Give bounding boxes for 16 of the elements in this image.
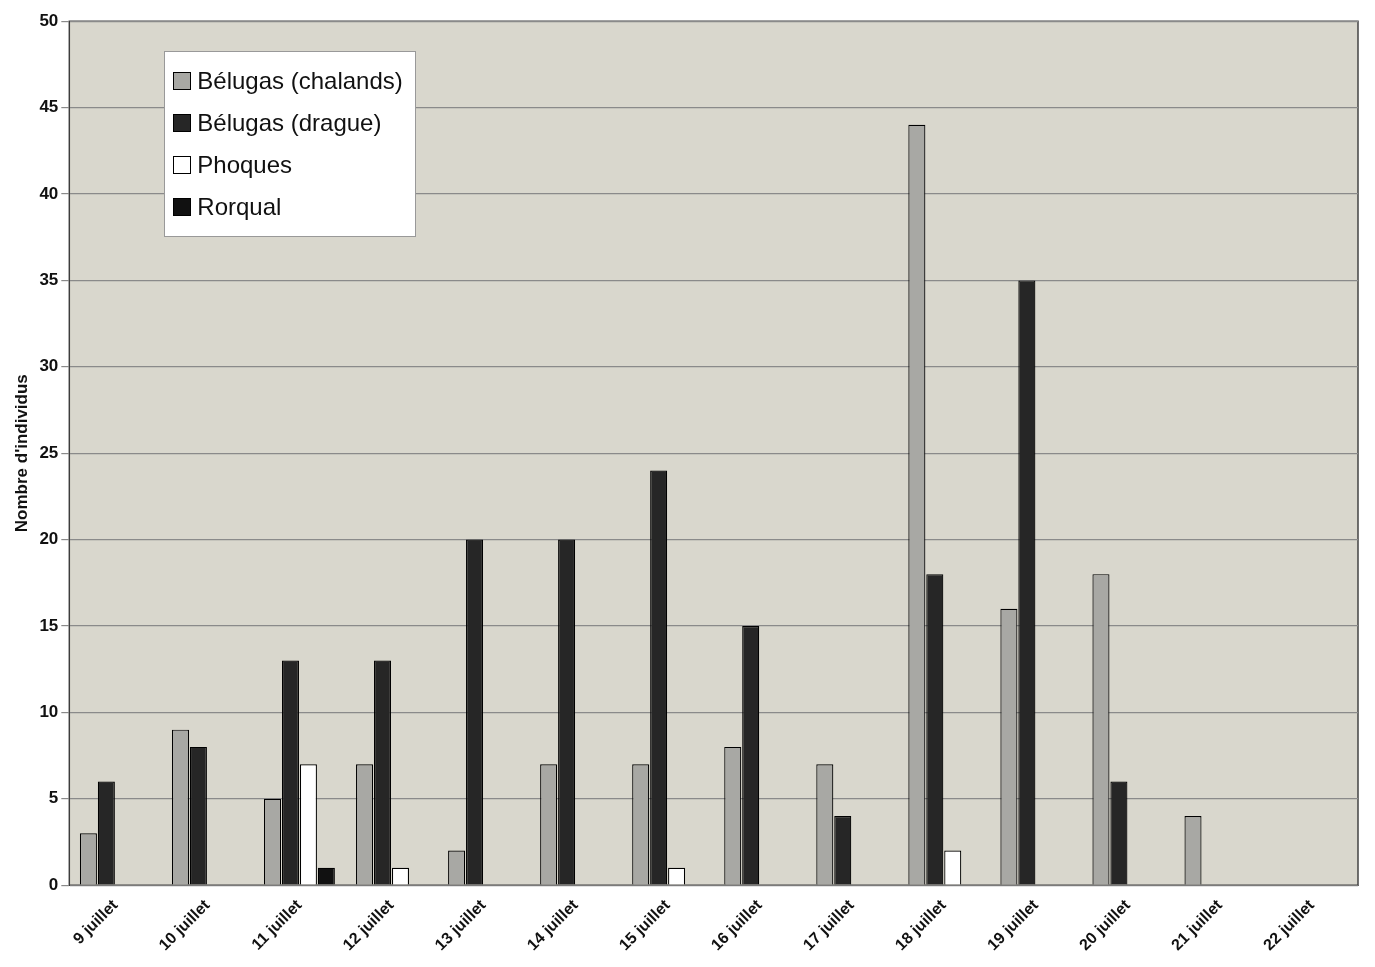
legend-label: Phoques — [197, 150, 293, 181]
y-tick-label: 40 — [39, 183, 59, 203]
y-tick-label: 0 — [48, 874, 59, 894]
y-tick-label: 5 — [48, 788, 59, 808]
y-tick-label: 45 — [39, 97, 59, 117]
y-tick-label: 10 — [39, 702, 59, 722]
y-tick-label: 20 — [39, 529, 59, 549]
legend-label: Bélugas (drague) — [197, 108, 382, 139]
legend-label: Bélugas (chalands) — [197, 66, 403, 97]
y-tick-label: 15 — [39, 615, 59, 635]
y-tick-label: 50 — [39, 10, 59, 30]
y-axis-title: Nombre d'individus — [11, 374, 31, 533]
legend-label: Rorqual — [197, 192, 282, 223]
y-tick-label: 25 — [39, 442, 59, 462]
y-tick-label: 35 — [39, 270, 59, 290]
y-tick-label: 30 — [39, 356, 59, 376]
